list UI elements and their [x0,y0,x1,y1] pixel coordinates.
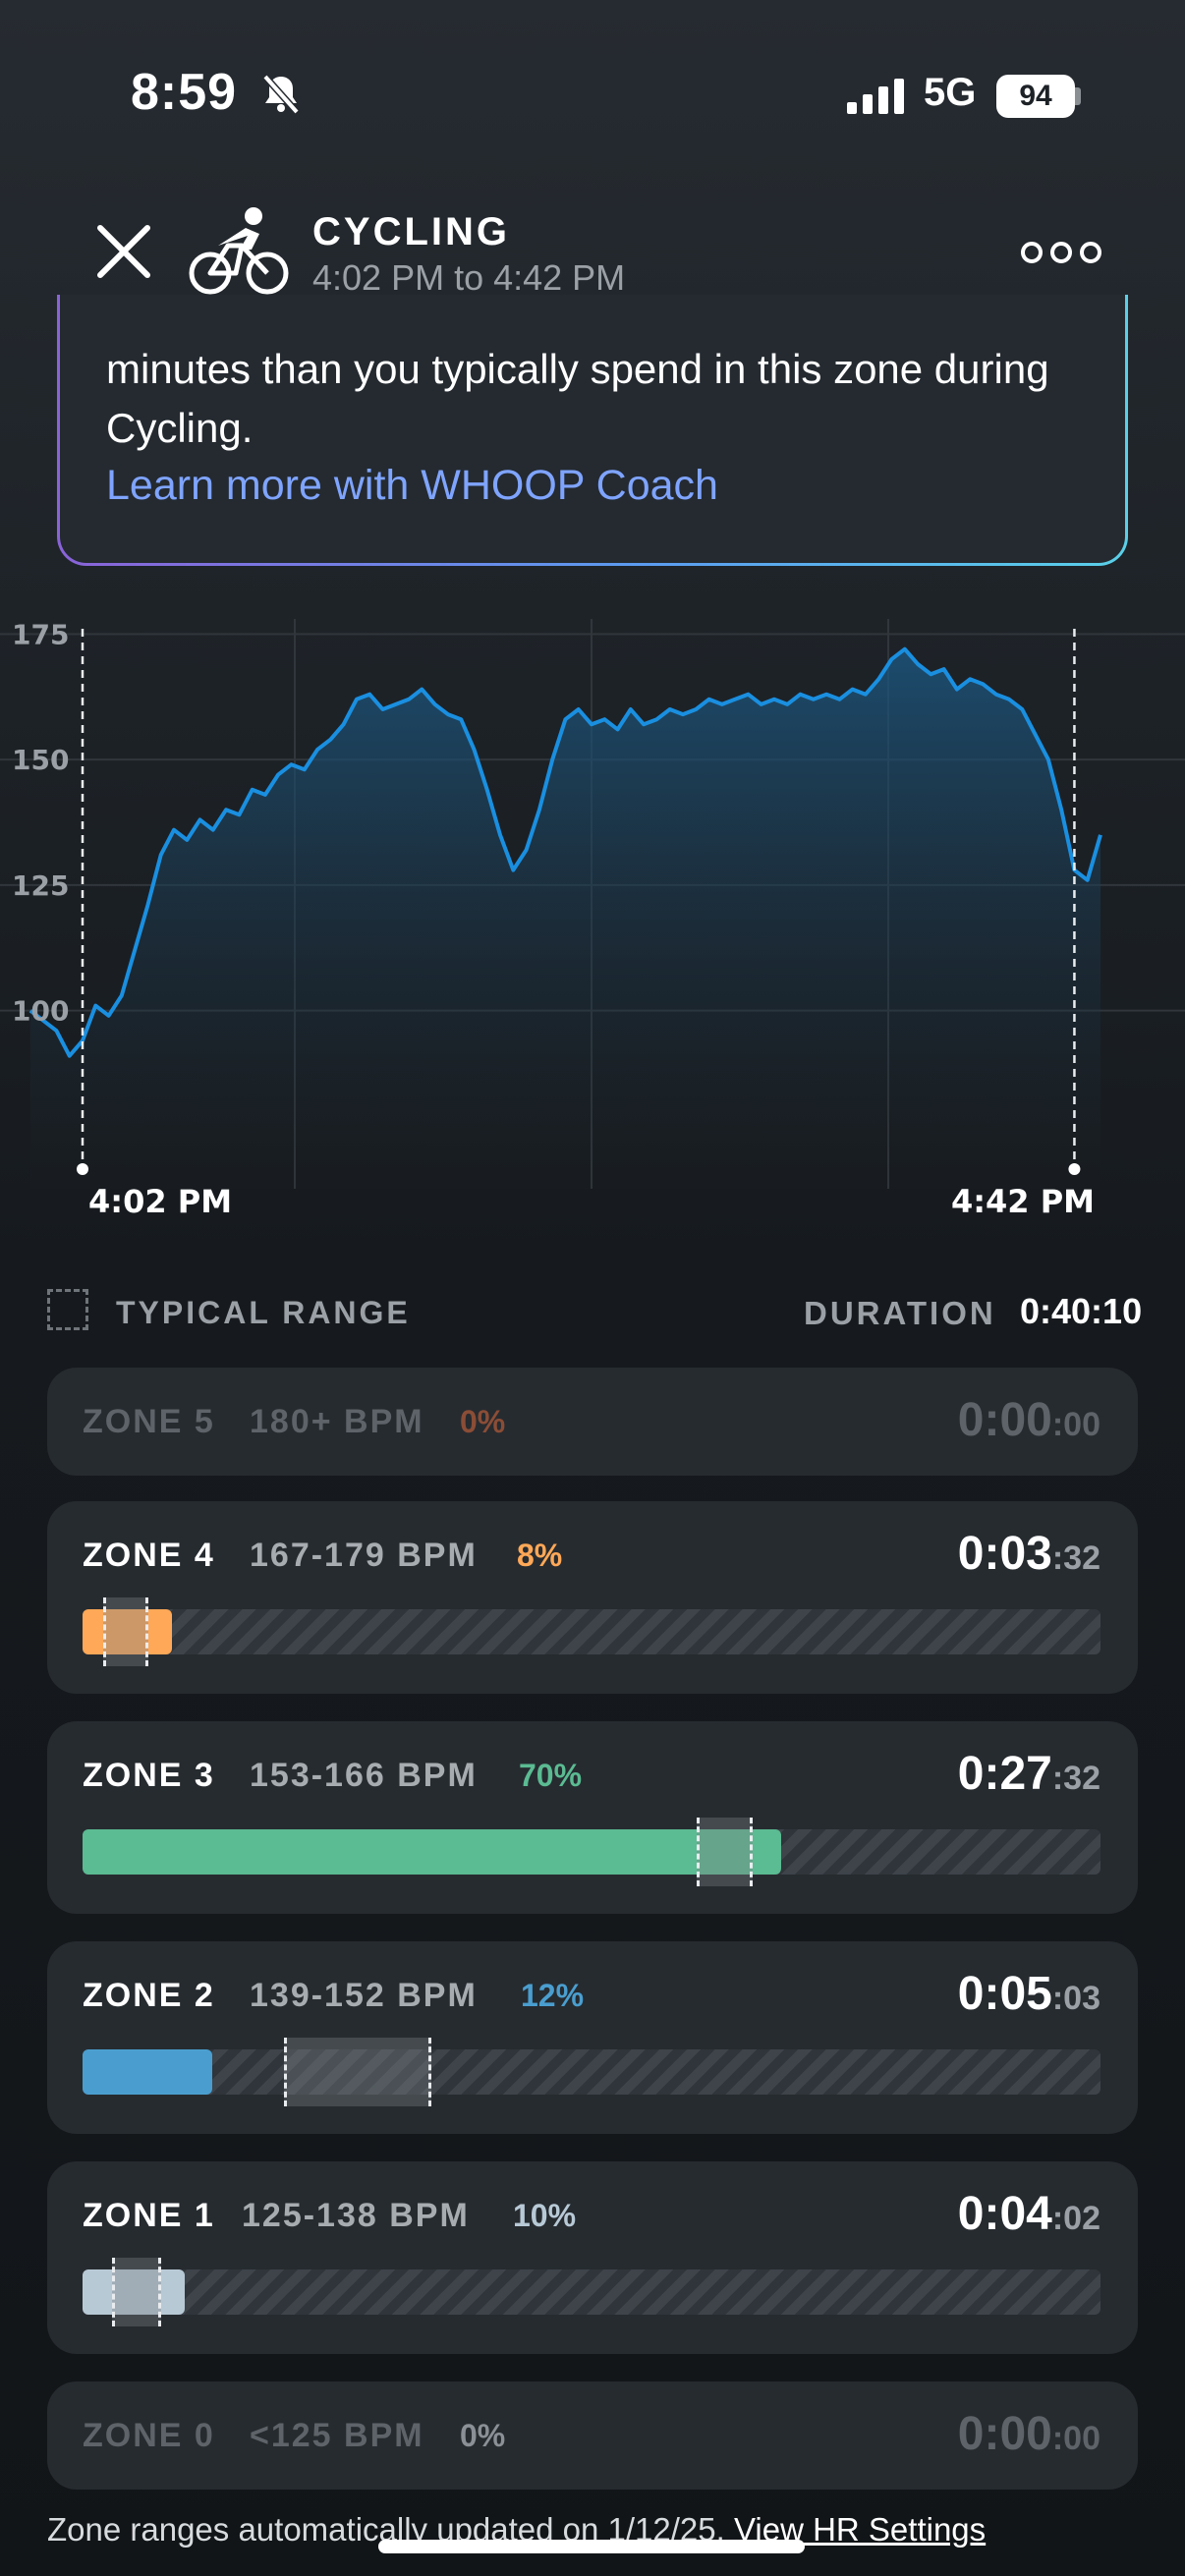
zone-percent: 0% [460,1404,506,1439]
zone-progress-fill [83,2049,212,2095]
zone-4-card[interactable]: ZONE 4 167-179 BPM 8% 0:03:32 [47,1501,1138,1694]
close-icon[interactable] [96,224,151,279]
zone-name: ZONE 4 [83,1537,215,1574]
zone-0-card[interactable]: ZONE 0 <125 BPM 0% 0:00:00 [47,2381,1138,2490]
heart-rate-area [29,648,1100,1189]
heart-rate-chart: 175 150 125 100 4:02 PM 4:42 PM [0,618,1185,1220]
duration-value: 0:40:10 [1020,1291,1143,1331]
zone-5-card[interactable]: ZONE 5 180+ BPM 0% 0:00:00 [47,1368,1138,1476]
zone-range: 125-138 BPM [242,2197,470,2234]
network-type: 5G [924,71,977,114]
status-time: 8:59 [131,64,238,121]
zone-progress-fill [83,2269,185,2315]
session-boundary-dot [1068,1163,1081,1175]
zone-progress-track [83,2038,1100,2106]
zone-name: ZONE 1 [83,2197,215,2234]
activity-title: CYCLING [312,210,510,253]
more-options-icon[interactable] [1020,238,1102,267]
y-tick-label: 150 [12,744,69,776]
zone-time: 0:00:00 [957,2408,1100,2460]
zone-progress-track [83,1818,1100,1886]
typical-range-marker [696,1818,753,1886]
battery-indicator: 94 [996,75,1075,118]
typical-range-swatch [47,1289,88,1330]
coach-insight-card [57,295,1128,566]
typical-range-label: TYPICAL RANGE [116,1295,411,1330]
zone-2-card[interactable]: ZONE 2 139-152 BPM 12% 0:05:03 [47,1941,1138,2134]
x-tick-label: 4:02 PM [88,1183,232,1220]
session-boundary-dot [77,1163,88,1175]
zone-range: <125 BPM [250,2417,424,2454]
typical-range-marker [102,1597,149,1666]
activity-time-range: 4:02 PM to 4:42 PM [312,257,626,298]
zone-progress-fill [83,1609,173,1654]
zone-name: ZONE 3 [83,1757,215,1794]
battery-tip [1075,87,1081,105]
y-tick-label: 175 [12,618,69,650]
typical-range-marker [112,2258,161,2326]
zone-name: ZONE 2 [83,1977,215,2014]
typical-range-marker [284,2038,432,2106]
zone-percent: 8% [517,1538,563,1573]
x-tick-label: 4:42 PM [951,1183,1095,1220]
zone-range: 180+ BPM [250,1403,424,1440]
cellular-signal-icon [847,79,904,114]
zone-1-card[interactable]: ZONE 1 125-138 BPM 10% 0:04:02 [47,2161,1138,2354]
zone-time: 0:04:02 [957,2188,1100,2240]
zone-name: ZONE 5 [83,1403,215,1440]
zone-percent: 12% [521,1978,585,2013]
duration-label: DURATION [804,1295,996,1331]
zone-percent: 70% [519,1758,583,1793]
zone-progress-fill [83,1829,781,1875]
zone-percent: 10% [513,2198,577,2233]
zone-range: 167-179 BPM [250,1537,478,1574]
zone-progress-track [83,2258,1100,2326]
heart-rate-line [28,646,1102,1058]
whoop-coach-link[interactable]: Learn more with WHOOP Coach [106,462,718,509]
zone-range: 153-166 BPM [250,1757,478,1794]
zone-range: 139-152 BPM [250,1977,478,2014]
zone-time: 0:03:32 [957,1528,1100,1580]
zone-time: 0:05:03 [957,1968,1100,2020]
coach-insight-text: minutes than you typically spend in this… [106,346,1049,451]
home-indicator[interactable] [378,2540,805,2553]
y-tick-label: 100 [12,995,69,1028]
zone-time: 0:27:32 [957,1748,1100,1800]
zone-3-card[interactable]: ZONE 3 153-166 BPM 70% 0:27:32 [47,1721,1138,1914]
zone-percent: 0% [460,2418,506,2453]
bell-muted-icon [262,74,300,115]
y-tick-label: 125 [12,869,69,902]
cycling-icon [189,207,289,295]
zone-time: 0:00:00 [957,1394,1100,1446]
zone-name: ZONE 0 [83,2417,215,2454]
zone-progress-track [83,1597,1100,1666]
